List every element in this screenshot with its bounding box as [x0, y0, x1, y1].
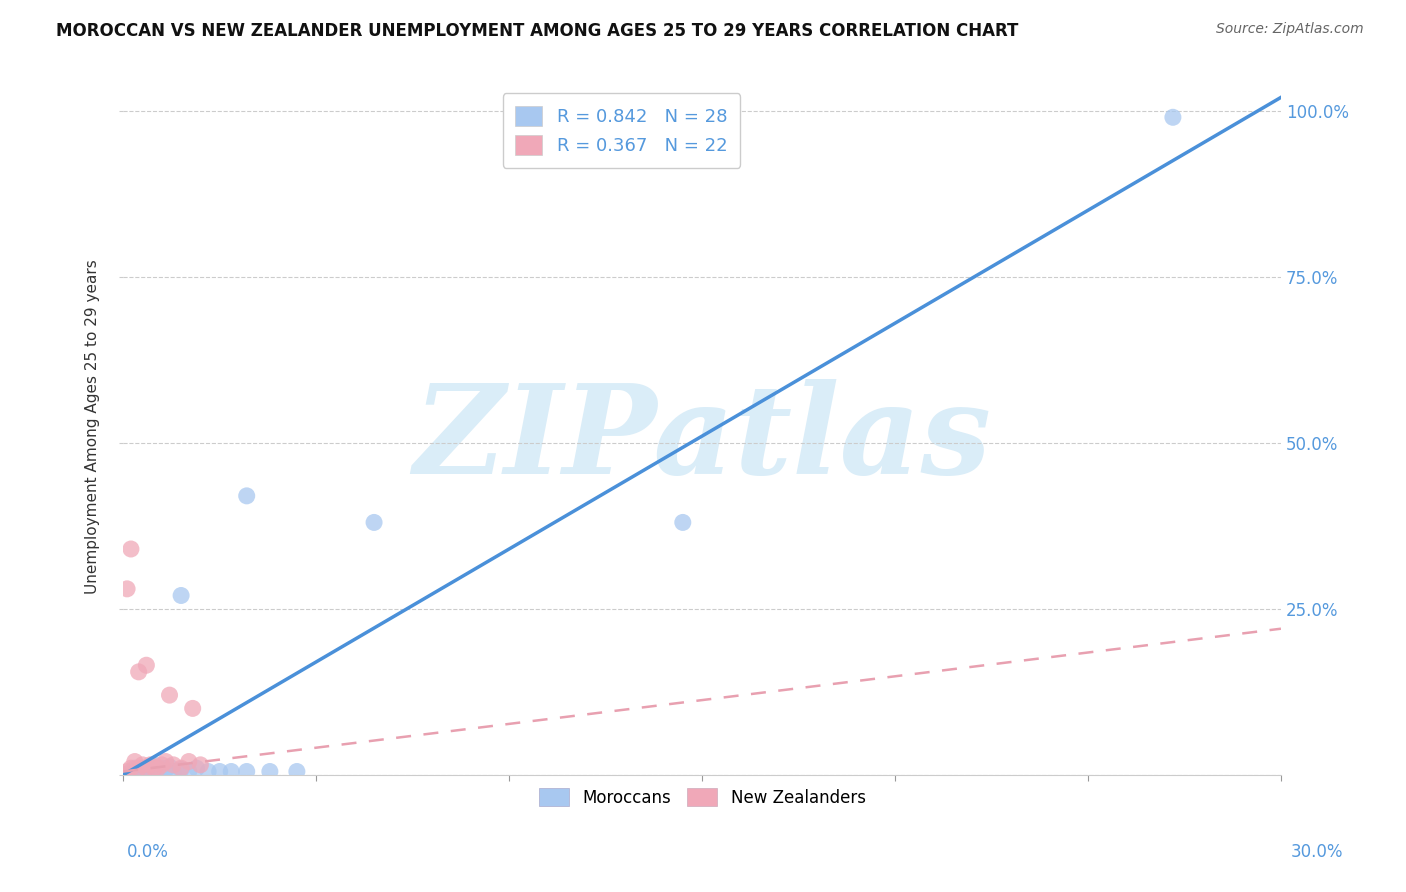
Point: [672, 516, 695, 530]
Text: ZIPatlas: ZIPatlas: [413, 379, 991, 500]
Point: [150, 757, 173, 772]
Point: [120, 761, 142, 775]
Point: [115, 768, 138, 782]
Point: [363, 516, 385, 530]
Point: [162, 757, 184, 772]
Point: [146, 761, 169, 775]
Point: [186, 761, 208, 775]
Point: [181, 701, 204, 715]
Point: [1161, 110, 1184, 124]
Point: [219, 764, 242, 779]
Legend: Moroccans, New Zealanders: Moroccans, New Zealanders: [530, 780, 875, 815]
Text: 0.0%: 0.0%: [127, 843, 169, 861]
Point: [131, 761, 153, 775]
Point: [135, 658, 157, 673]
Point: [235, 764, 257, 779]
Point: [170, 763, 193, 777]
Point: [128, 764, 150, 779]
Point: [139, 757, 162, 772]
Point: [170, 589, 193, 603]
Point: [128, 665, 150, 679]
Point: [170, 761, 193, 775]
Point: [177, 764, 200, 779]
Text: Source: ZipAtlas.com: Source: ZipAtlas.com: [1216, 22, 1364, 37]
Point: [120, 764, 142, 779]
Point: [259, 764, 281, 779]
Point: [159, 760, 181, 774]
Point: [120, 541, 142, 556]
Point: [190, 757, 212, 772]
Point: [131, 757, 153, 772]
Y-axis label: Unemployment Among Ages 25 to 29 years: Unemployment Among Ages 25 to 29 years: [86, 259, 100, 593]
Point: [197, 764, 219, 779]
Point: [128, 761, 150, 775]
Point: [139, 761, 162, 775]
Point: [112, 768, 135, 782]
Point: [208, 764, 231, 779]
Point: [124, 755, 146, 769]
Point: [115, 764, 138, 779]
Point: [143, 761, 166, 775]
Point: [155, 755, 177, 769]
Text: 30.0%: 30.0%: [1291, 843, 1343, 861]
Point: [235, 489, 257, 503]
Point: [146, 764, 169, 779]
Point: [115, 582, 138, 596]
Point: [159, 688, 181, 702]
Point: [162, 764, 184, 779]
Point: [177, 755, 200, 769]
Point: [135, 764, 157, 779]
Point: [155, 763, 177, 777]
Point: [124, 761, 146, 775]
Point: [112, 768, 135, 782]
Point: [150, 761, 173, 775]
Point: [135, 761, 157, 775]
Point: [143, 757, 166, 772]
Point: [285, 764, 308, 779]
Text: MOROCCAN VS NEW ZEALANDER UNEMPLOYMENT AMONG AGES 25 TO 29 YEARS CORRELATION CHA: MOROCCAN VS NEW ZEALANDER UNEMPLOYMENT A…: [56, 22, 1018, 40]
